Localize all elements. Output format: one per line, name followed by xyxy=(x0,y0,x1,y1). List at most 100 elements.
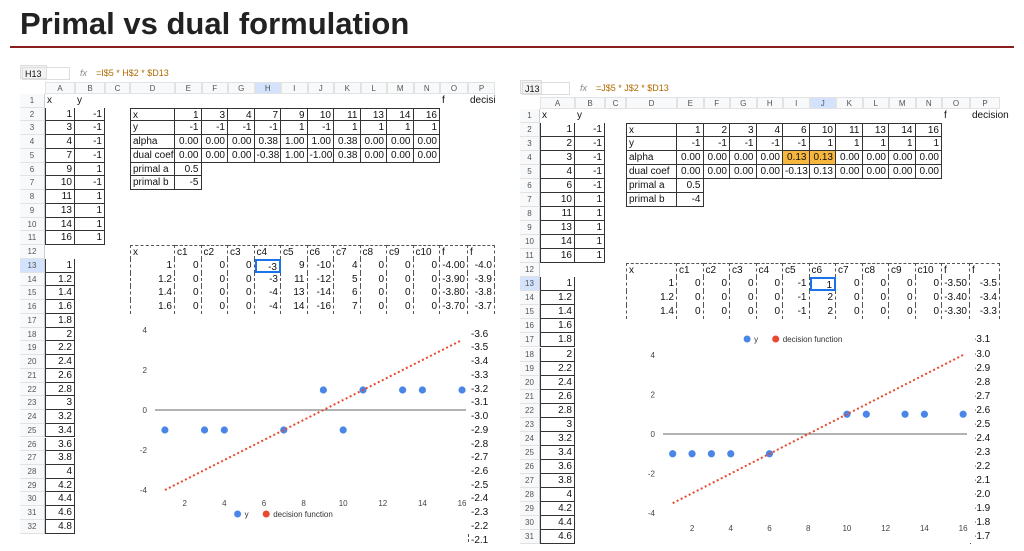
grid-cell: 0 xyxy=(836,277,863,292)
header-corner xyxy=(520,80,542,94)
row-number: 15 xyxy=(520,305,540,320)
x-cell: 2.2 xyxy=(45,341,75,356)
grid-cell: 0 xyxy=(175,286,202,301)
x-cell: 2.2 xyxy=(540,361,575,376)
row-number: 7 xyxy=(520,193,540,208)
point xyxy=(280,426,288,434)
grid-cell: -1 xyxy=(783,291,810,306)
param-cell: 3 xyxy=(730,123,757,138)
grid-cell: 9 xyxy=(281,258,308,273)
grid-cell: -3.8 xyxy=(468,286,495,301)
x-cell: 3.4 xyxy=(540,445,575,460)
xy-cell: 10 xyxy=(45,176,75,191)
grid-cell: x xyxy=(130,245,175,259)
row-number: 13 xyxy=(520,277,540,292)
param-cell: alpha xyxy=(626,151,677,166)
decision-cell: -3.3 xyxy=(468,368,495,383)
grid-cell: 7 xyxy=(334,300,361,314)
grid-cell: c8 xyxy=(862,263,889,278)
param-cell: 0.00 xyxy=(677,165,704,180)
grid-cell: 2 xyxy=(810,305,836,320)
row-number: 21 xyxy=(520,389,540,404)
x-cell: 1.4 xyxy=(45,286,75,301)
param-cell: 1 xyxy=(413,121,440,136)
header-corner xyxy=(20,65,47,79)
param-cell: 0.00 xyxy=(413,148,440,163)
grid-cell: 0 xyxy=(175,272,202,287)
row-number: 9 xyxy=(20,203,45,218)
param-cell: y xyxy=(130,121,175,136)
xy-cell: -1 xyxy=(75,148,105,163)
param-cell: x xyxy=(626,123,677,138)
xy-cell: 1 xyxy=(575,249,605,264)
legend-label: y xyxy=(754,335,758,344)
y-tick-label: -2 xyxy=(648,470,656,479)
x-cell: 4 xyxy=(540,487,575,502)
param-cell: 0.00 xyxy=(756,151,783,166)
param-cell: 1 xyxy=(360,121,387,136)
grid-cell: c1 xyxy=(677,263,704,278)
xy-cell: 1 xyxy=(575,207,605,222)
row-number: 1 xyxy=(520,109,540,124)
grid-cell: 13 xyxy=(281,286,308,301)
row-number: 4 xyxy=(20,135,45,149)
row-number: 9 xyxy=(520,221,540,236)
grid-cell: 0 xyxy=(836,305,863,320)
grid-cell: 0 xyxy=(202,286,228,301)
column-header: K xyxy=(334,82,361,94)
row-number: 10 xyxy=(20,217,45,232)
grid-cell: c2 xyxy=(201,245,228,259)
x-cell: 4 xyxy=(45,464,75,479)
param-cell: 0.00 xyxy=(862,165,889,180)
legend-label: decision function xyxy=(273,510,333,519)
grid-cell: 2 xyxy=(810,291,836,306)
grid-cell: 0 xyxy=(414,272,440,287)
row-number: 3 xyxy=(20,121,45,136)
x-cell: 4.6 xyxy=(45,506,75,520)
decision-cell: -2.3 xyxy=(468,506,495,520)
xy-cell: -1 xyxy=(575,137,605,152)
param-cell: 0.00 xyxy=(360,135,387,149)
point xyxy=(862,410,870,418)
x-tick-label: 8 xyxy=(806,524,811,533)
xy-cell: 1 xyxy=(540,123,575,138)
x-cell: 1 xyxy=(540,277,575,292)
param-cell: -1 xyxy=(730,137,757,152)
param-cell: 0.00 xyxy=(889,165,916,180)
grid-cell: -4.0 xyxy=(468,258,495,273)
param-cell: 1 xyxy=(836,137,863,152)
y-tick-label: 0 xyxy=(651,430,656,439)
row-number: 24 xyxy=(20,410,45,424)
point xyxy=(901,410,909,418)
grid-cell: c4 xyxy=(254,245,281,259)
grid-cell: c3 xyxy=(730,263,757,278)
param-cell: x xyxy=(130,107,175,122)
fx-icon: fx xyxy=(580,83,588,93)
xy-cell: 1 xyxy=(575,193,605,208)
row-number: 25 xyxy=(20,423,45,438)
grid-cell: 0 xyxy=(414,286,440,301)
param-cell: -1 xyxy=(228,121,255,136)
param-cell: 0.00 xyxy=(915,165,942,180)
x-cell: 3.4 xyxy=(45,423,75,438)
param-cell: 1 xyxy=(809,137,836,152)
param-cell: 7 xyxy=(254,107,281,122)
x-cell: 3.8 xyxy=(540,473,575,488)
decision-cell: -2.4 xyxy=(468,492,495,507)
x-cell: 4.6 xyxy=(540,529,575,544)
x-cell: 1.6 xyxy=(45,300,75,314)
column-header: G xyxy=(228,82,255,94)
title-rule xyxy=(10,46,1014,48)
grid-cell: -10 xyxy=(308,258,334,273)
x-tick-label: 16 xyxy=(959,524,968,533)
param-cell: 1 xyxy=(334,121,361,136)
param-cell: 0.00 xyxy=(756,165,783,180)
row-number: 30 xyxy=(20,492,45,507)
grid-cell: -1 xyxy=(783,305,810,320)
row-number: 19 xyxy=(520,361,540,376)
row-number: 29 xyxy=(20,478,45,493)
param-cell: y xyxy=(626,137,677,152)
param-cell: primal b xyxy=(130,176,175,191)
row-number: 27 xyxy=(20,451,45,465)
x-tick-label: 6 xyxy=(262,499,267,508)
